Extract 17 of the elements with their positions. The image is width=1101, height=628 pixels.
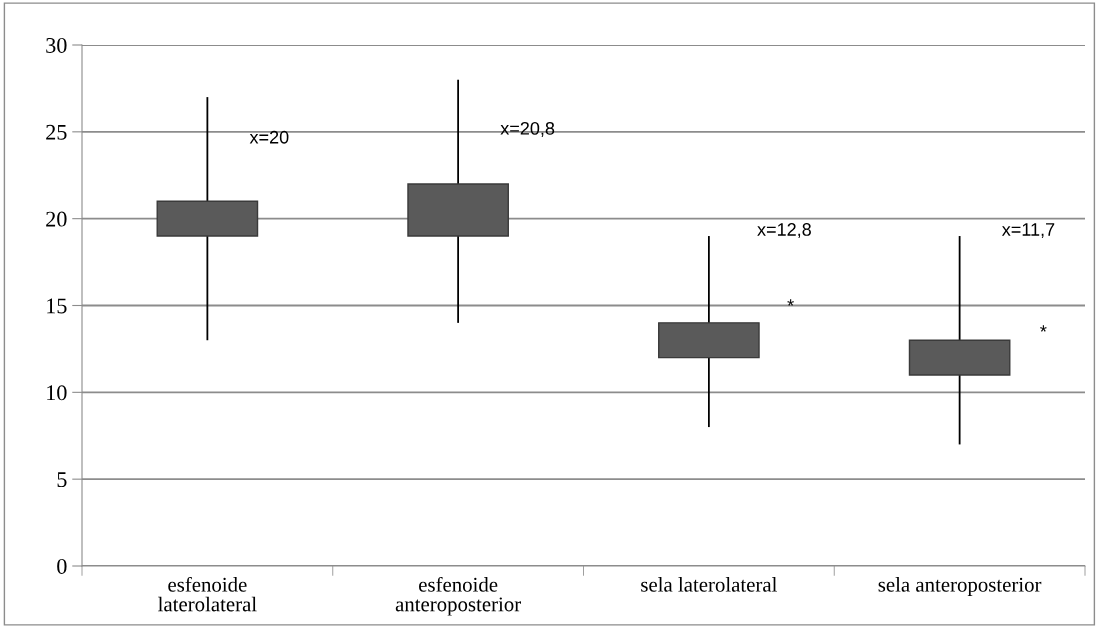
y-tick-label: 30 [46, 37, 67, 53]
y-tick-label: 20 [46, 211, 67, 227]
annotation: x=11,7 [1001, 223, 1055, 238]
x-tick-label: esfenoide laterolateral [158, 576, 257, 612]
annotation: x=12,8 [757, 223, 811, 238]
annotation: x=20 [249, 130, 289, 144]
x-tick-label: sela laterolateral [641, 577, 777, 592]
annotation: * [787, 299, 794, 306]
annotation: x=20,8 [500, 121, 555, 137]
y-tick-label: 25 [46, 124, 67, 140]
annotation: * [1040, 325, 1047, 332]
y-tick-label: 0 [57, 558, 67, 574]
x-tick-label: esfenoide anteroposterior [395, 576, 521, 616]
y-tick-label: 15 [47, 298, 67, 314]
y-tick-label: 5 [57, 472, 67, 488]
y-tick-label: 10 [47, 385, 67, 401]
x-tick-label: sela anteroposterior [878, 577, 1042, 596]
